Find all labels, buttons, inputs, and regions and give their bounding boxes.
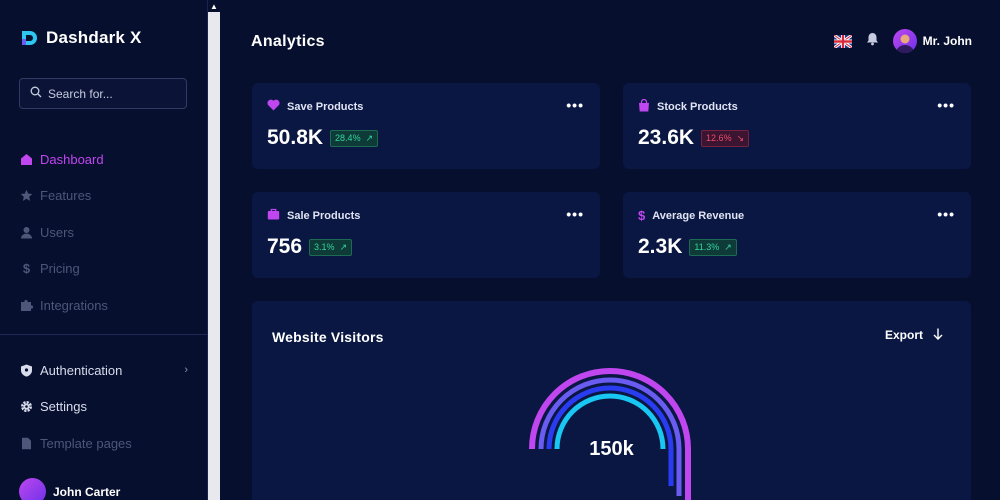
gear-icon [20,400,33,413]
brand-name: Dashdark X [46,28,142,47]
file-icon [20,437,33,450]
sidebar: Dashdark X Dashboard Features Users [0,0,208,500]
more-icon[interactable]: ••• [937,206,955,222]
nav-item-label: Template pages [40,435,132,451]
brand-logo-icon [20,29,38,47]
card-value: 2.3K [638,235,683,258]
shield-icon [20,364,33,377]
sidebar-divider [0,334,208,335]
nav-item-label: Users [40,224,74,240]
bag-icon [638,98,650,115]
trend-badge: 11.3% ↗ [689,238,737,256]
page-title: Analytics [251,33,325,50]
gauge-ring-inner [554,393,666,450]
card-title: Sale Products [287,209,361,222]
card-title: Save Products [287,100,364,113]
star-icon [20,189,33,202]
card-value: 23.6K [638,126,695,149]
dollar-icon: $ [638,208,646,223]
gauge-ring-middle [538,377,682,496]
nav-item-label: Authentication [40,362,123,378]
sidebar-scrollbar[interactable]: ▲ [208,0,220,500]
card-title: Average Revenue [652,209,745,222]
heart-icon [267,99,280,114]
bell-icon[interactable] [866,32,879,51]
puzzle-icon [20,299,33,312]
nav-item-label: Settings [40,399,87,415]
visitors-title: Website Visitors [272,329,384,345]
visitors-total: 150k [589,438,634,460]
nav-item-users[interactable]: Users [20,214,108,251]
export-label: Export [884,328,923,342]
arrow-up-right-icon: ↗ [724,241,732,252]
card-value: 50.8K [267,126,324,149]
gauge-ring-outer [529,368,691,500]
search-icon [30,85,42,103]
nav-item-label: Integrations [40,297,108,313]
arrow-up-right-icon: ↗ [365,132,374,143]
search-box[interactable] [19,78,187,109]
dollar-icon: $ [22,261,31,277]
nav-item-pricing[interactable]: $ Pricing [20,251,108,288]
user-icon [20,226,33,239]
scroll-up-icon[interactable]: ▲ [208,0,220,12]
more-icon[interactable]: ••• [566,97,584,113]
home-icon [20,153,33,166]
more-icon[interactable]: ••• [566,206,584,222]
stat-card-stock-products: Stock Products ••• 23.6K 12.6% ↘ [623,83,971,169]
arrow-down-right-icon: ↘ [736,132,745,143]
nav-item-dashboard[interactable]: Dashboard [20,141,108,178]
topbar: Mr. John [833,29,972,53]
briefcase-icon [267,208,280,223]
stat-card-sale-products: Sale Products ••• 756 3.1% ↗ [252,192,600,278]
sidebar-user[interactable]: John Carter [19,478,120,500]
arrow-down-icon [933,328,943,343]
brand[interactable]: Dashdark X [20,28,142,48]
secondary-nav: Authentication › Settings Template pages [20,352,188,462]
trend-badge: 3.1% ↗ [309,238,353,256]
arrow-up-right-icon: ↗ [339,241,348,252]
trend-badge: 28.4% ↗ [330,129,379,147]
sidebar-user-name: John Carter [53,484,121,499]
nav-item-settings[interactable]: Settings [20,389,188,426]
gauge-ring-inner-blue [546,385,674,486]
trend-badge: 12.6% ↘ [701,129,750,147]
user-name[interactable]: Mr. John [922,34,972,48]
export-button[interactable]: Export [877,319,951,351]
nav-item-features[interactable]: Features [20,178,108,215]
stat-card-save-products: Save Products ••• 50.8K 28.4% ↗ [252,83,600,169]
nav-item-label: Pricing [40,261,80,277]
visitors-gauge [529,368,691,500]
avatar[interactable] [892,29,917,53]
nav-item-template-pages[interactable]: Template pages [20,425,188,462]
nav-item-label: Dashboard [40,151,104,167]
nav-item-authentication[interactable]: Authentication › [20,352,188,389]
card-value: 756 [267,235,303,258]
stat-card-average-revenue: $ Average Revenue ••• 2.3K 11.3% ↗ [623,192,971,278]
nav-item-integrations[interactable]: Integrations [20,287,108,324]
uk-flag-icon[interactable] [833,34,852,48]
card-title: Stock Products [657,101,738,113]
main-nav: Dashboard Features Users $ Pricing Integ… [20,141,108,324]
more-icon[interactable]: ••• [937,97,955,113]
nav-item-label: Features [40,188,92,204]
search-input[interactable] [48,86,178,101]
avatar [19,478,46,500]
website-visitors-card: Website Visitors Export 150k [252,301,971,500]
chevron-right-icon: › [184,364,188,377]
